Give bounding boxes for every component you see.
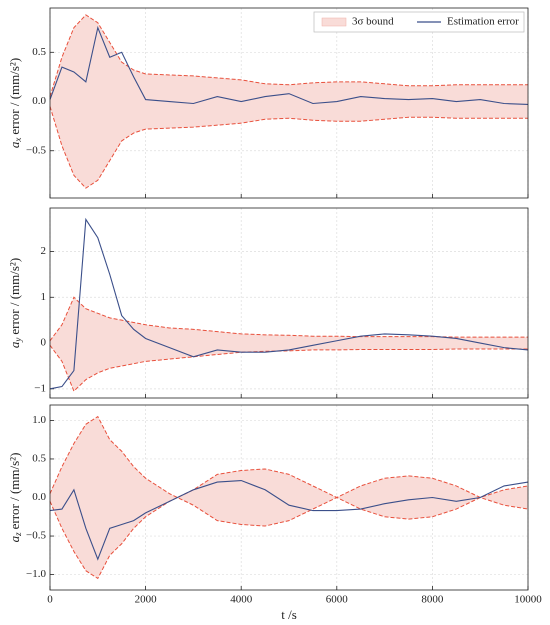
bound-lower (49, 468, 529, 580)
y-label-subscript: z (13, 532, 23, 537)
x-axis-label: t /s (281, 607, 297, 622)
bound-area (50, 297, 528, 392)
panel: 0 2000 4000 6000 8000 10000 −1.0 −0.5 0.0 0.5 1.0 a… (7, 404, 542, 622)
y-tick-label: 0.5 (32, 452, 46, 464)
legend-label: Estimation error (447, 16, 519, 28)
bound-lower (49, 106, 528, 189)
y-tick-label: 0.0 (32, 491, 46, 503)
plot-frame (49, 404, 529, 591)
legend-swatch (321, 17, 347, 27)
bound-upper (49, 14, 528, 97)
y-tick-label: 2 (41, 245, 47, 257)
error-line (49, 479, 529, 561)
panel: −0.5 0.0 0.5 ax error / (mm/s²) 3σ bound Estim… (7, 7, 529, 199)
y-label-text: error / (mm/s²) (7, 258, 22, 335)
x-tick-label: 2000 (135, 594, 158, 606)
x-tick-label: 0 (47, 594, 53, 606)
error-line (49, 217, 529, 390)
x-tick-label: 4000 (230, 594, 253, 606)
y-tick-label: −0.5 (26, 144, 46, 156)
y-axis-label: ay error / (mm/s²) (7, 258, 23, 348)
bound-area (50, 14, 528, 189)
y-label-symbol: a (7, 141, 22, 148)
y-label-subscript: x (13, 138, 23, 143)
bound-upper (49, 415, 529, 527)
legend-label: 3σ bound (352, 16, 394, 28)
bound-area (50, 416, 528, 579)
y-label-text: error / (mm/s²) (7, 453, 22, 530)
y-label-subscript: y (13, 338, 23, 343)
y-tick-label: −0.5 (26, 530, 46, 542)
y-tick-label: 0 (41, 337, 47, 349)
x-tick-label: 10000 (514, 594, 542, 606)
plot-frame (49, 207, 529, 399)
x-tick-label: 6000 (326, 594, 349, 606)
y-tick-label: −1.0 (26, 568, 46, 580)
y-tick-label: 0.5 (32, 46, 46, 58)
panel: −1 0 1 2 ay error / (mm/s²) (7, 207, 529, 399)
error-line (49, 25, 529, 106)
x-tick-label: 8000 (421, 594, 444, 606)
plot-frame (49, 7, 529, 199)
y-tick-label: −1 (34, 382, 46, 394)
y-tick-label: 1 (41, 291, 47, 303)
y-axis-label: ax error / (mm/s²) (7, 58, 23, 148)
y-label-text: error / (mm/s²) (7, 58, 22, 135)
y-label-symbol: a (7, 341, 22, 348)
y-label-symbol: a (7, 535, 22, 542)
y-tick-label: 0.0 (32, 95, 46, 107)
y-axis-label: az error / (mm/s²) (7, 453, 23, 543)
y-tick-label: 1.0 (32, 414, 46, 426)
